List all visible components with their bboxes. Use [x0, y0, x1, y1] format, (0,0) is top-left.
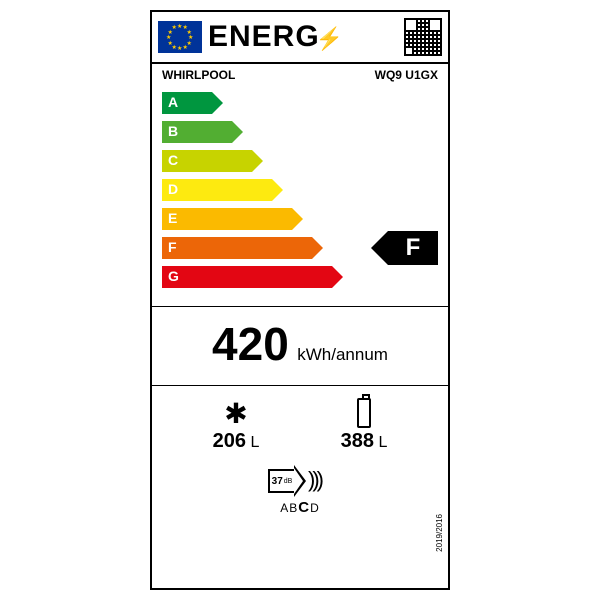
fridge-unit: L [378, 434, 387, 451]
fridge-compartment: 388 L [341, 396, 388, 453]
scale-row-c: C [162, 150, 252, 172]
fridge-value: 388 [341, 430, 374, 452]
noise-db-value: 37 [272, 476, 283, 487]
noise-class-d: D [310, 501, 320, 515]
freezer-value: 206 [213, 430, 246, 452]
qr-code-icon [404, 18, 442, 56]
freezer-compartment: ✱ 206 L [213, 396, 260, 453]
scale-row-b: B [162, 121, 232, 143]
efficiency-scale: F ABCDEFG [152, 86, 448, 306]
rating-pointer: F [388, 231, 438, 265]
bolt-icon: ⚡ [316, 26, 344, 51]
header: ★★★★★★★★★★★★ ENERG⚡ [152, 12, 448, 62]
energy-label: ★★★★★★★★★★★★ ENERG⚡ WHIRLPOOL WQ9 U1GX F… [150, 10, 450, 590]
noise-class-c: C [298, 499, 310, 516]
brand-model-row: WHIRLPOOL WQ9 U1GX [152, 64, 448, 86]
bottle-icon [341, 396, 388, 430]
model-name: WQ9 U1GX [375, 68, 438, 82]
noise-db-unit: dB [284, 478, 293, 485]
compartments-row: ✱ 206 L 388 L [152, 386, 448, 459]
rating-letter: F [406, 234, 421, 262]
annual-consumption: 420 kWh/annum [152, 307, 448, 385]
noise-class-scale: ABCD [280, 499, 320, 516]
scale-row-d: D [162, 179, 272, 201]
speaker-icon: 37dB ))) [260, 463, 340, 499]
energy-title-text: ENERG [208, 20, 320, 53]
snowflake-icon: ✱ [213, 396, 260, 430]
scale-row-e: E [162, 208, 292, 230]
freezer-unit: L [250, 434, 259, 451]
regulation-number: 2019/2016 [435, 514, 444, 552]
noise-class-a: A [280, 501, 289, 515]
energy-title: ENERG⚡ [208, 20, 398, 54]
scale-row-g: G [162, 266, 332, 288]
scale-row-a: A [162, 92, 212, 114]
brand-name: WHIRLPOOL [162, 68, 235, 82]
consumption-unit: kWh/annum [297, 345, 388, 364]
noise-class-b: B [289, 501, 298, 515]
eu-flag-icon: ★★★★★★★★★★★★ [158, 21, 202, 53]
consumption-value: 420 [212, 318, 289, 370]
scale-row-f: F [162, 237, 312, 259]
noise-row: 37dB ))) ABCD [152, 459, 448, 524]
